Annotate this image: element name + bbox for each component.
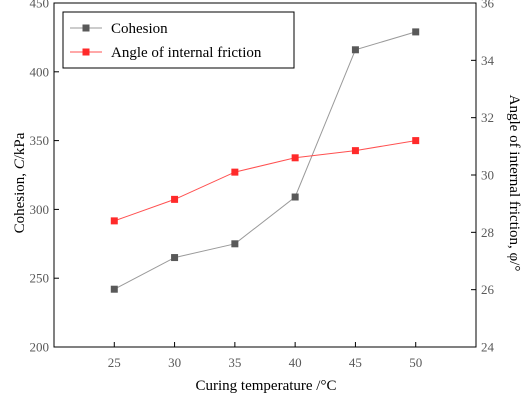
x-tick-label: 35 <box>228 355 241 370</box>
x-tick-label: 50 <box>409 355 422 370</box>
x-tick-label: 45 <box>349 355 362 370</box>
y-right-tick-label: 26 <box>481 282 495 297</box>
series-line-1 <box>114 31 416 290</box>
legend-marker-1 <box>82 24 90 32</box>
series-layer <box>110 28 420 293</box>
series-1-point <box>291 193 299 201</box>
legend-label-2: Angle of internal friction <box>111 45 262 61</box>
y-right-tick-label: 28 <box>481 225 494 240</box>
legend-box <box>62 11 295 69</box>
y-axis-title-left-part1: Cohesion, <box>12 169 28 233</box>
y-axis-title-left-part3: /kPa <box>12 132 28 159</box>
series-1-point <box>231 240 239 248</box>
x-tick-label: 40 <box>289 355 302 370</box>
series-2-point <box>110 217 118 225</box>
series-2-point <box>412 137 420 145</box>
y-right-tick-label: 36 <box>481 0 495 11</box>
series-1-point <box>351 46 359 54</box>
y-left-tick-label: 400 <box>30 64 50 79</box>
x-axis-title: Curing temperature /°C <box>196 378 337 394</box>
series-2-point <box>351 147 359 155</box>
series-2-point <box>231 168 239 176</box>
legend-label-1: Cohesion <box>111 21 168 37</box>
legend-marker-2 <box>82 48 90 56</box>
series-1-point <box>110 285 118 293</box>
x-tick-label: 25 <box>108 355 121 370</box>
y-axis-title-right: Angle of internal friction, φ/° <box>506 95 522 272</box>
y-right-tick-label: 32 <box>481 110 494 125</box>
y-left-tick-label: 350 <box>30 133 50 148</box>
legend: Cohesion Angle of internal friction <box>62 11 295 69</box>
y-axis-title-left-symbol: C <box>12 158 28 169</box>
axes: 25 30 35 40 45 50 200 250 300 350 400 450 24 26 28 30 32… <box>30 0 495 370</box>
series-1-point <box>171 254 179 262</box>
series-line-2 <box>114 140 416 222</box>
y-right-tick-label: 30 <box>481 168 494 183</box>
y-right-tick-label: 24 <box>481 340 495 355</box>
y-left-tick-label: 450 <box>30 0 50 11</box>
series-1-point <box>412 28 420 36</box>
y-right-tick-label: 34 <box>481 53 495 68</box>
series-2-point <box>171 195 179 203</box>
y-left-tick-label: 300 <box>30 202 50 217</box>
series-2-point <box>291 154 299 162</box>
y-left-tick-label: 200 <box>30 340 50 355</box>
x-tick-label: 30 <box>168 355 181 370</box>
y-left-tick-label: 250 <box>30 271 50 286</box>
y-axis-title-left: Cohesion, C/kPa <box>12 132 28 233</box>
